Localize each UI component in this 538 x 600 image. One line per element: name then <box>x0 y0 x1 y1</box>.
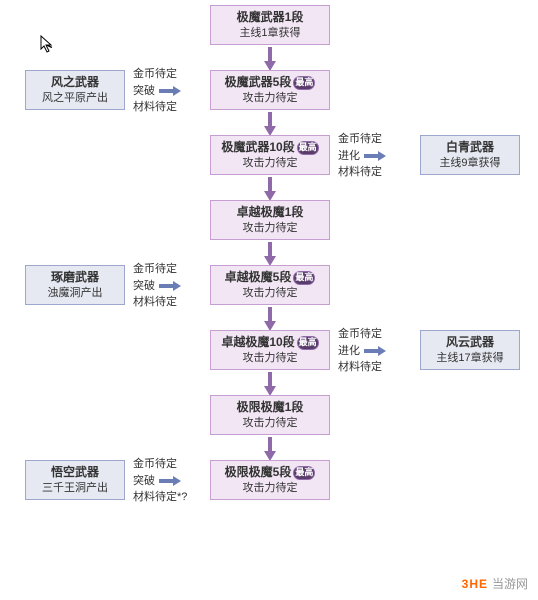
max-badge: 最高 <box>297 336 319 350</box>
cursor-icon <box>40 35 52 51</box>
node-title-text: 卓越极魔1段 <box>237 205 304 219</box>
label-line: 材料待定 <box>133 294 177 311</box>
label-mid-text: 突破 <box>133 278 155 295</box>
watermark-logo: 3HE <box>462 577 488 591</box>
label-mid: 进化 <box>338 148 382 165</box>
side-node: 风云武器主线17章获得 <box>420 330 520 370</box>
node-title-text: 极限极魔1段 <box>237 400 304 414</box>
side-title: 风云武器 <box>446 335 494 351</box>
side-title: 琢磨武器 <box>51 270 99 286</box>
node-sub: 攻击力待定 <box>243 481 298 495</box>
main-node: 极魔武器1段主线1章获得 <box>210 5 330 45</box>
node-title: 极限极魔1段 <box>237 400 304 416</box>
watermark: 3HE 当游网 <box>462 575 528 592</box>
main-node: 极魔武器5段最高攻击力待定 <box>210 70 330 110</box>
node-title: 极魔武器5段最高 <box>225 75 316 91</box>
arrow-head <box>173 281 181 291</box>
arrow-stem <box>268 177 272 191</box>
label-mid-text: 突破 <box>133 83 155 100</box>
max-badge: 最高 <box>293 76 315 90</box>
node-title: 卓越极魔1段 <box>237 205 304 221</box>
label-mid-text: 进化 <box>338 343 360 360</box>
label-mid: 突破 <box>133 278 177 295</box>
label-line: 金币待定 <box>133 66 177 83</box>
watermark-text: 当游网 <box>492 577 528 591</box>
side-sub: 主线17章获得 <box>436 351 503 365</box>
node-sub: 攻击力待定 <box>243 351 298 365</box>
max-badge: 最高 <box>293 466 315 480</box>
label-line: 金币待定 <box>338 131 382 148</box>
label-mid: 进化 <box>338 343 382 360</box>
label-line: 材料待定 <box>133 99 177 116</box>
node-sub: 攻击力待定 <box>243 286 298 300</box>
arrow-head <box>378 151 386 161</box>
node-sub: 主线1章获得 <box>239 26 300 40</box>
side-sub: 浊魔洞产出 <box>48 286 103 300</box>
node-title: 极魔武器10段最高 <box>221 140 318 156</box>
side-title: 悟空武器 <box>51 465 99 481</box>
node-title: 极魔武器1段 <box>237 10 304 26</box>
main-node: 卓越极魔10段最高攻击力待定 <box>210 330 330 370</box>
side-node: 琢磨武器浊魔洞产出 <box>25 265 125 305</box>
node-sub: 攻击力待定 <box>243 416 298 430</box>
node-title-text: 卓越极魔5段 <box>225 270 292 284</box>
label-line: 材料待定 <box>338 359 382 376</box>
arrow-stem <box>268 47 272 61</box>
node-sub: 攻击力待定 <box>243 156 298 170</box>
node-title-text: 极限极魔5段 <box>225 465 292 479</box>
arrow-right-icon <box>159 284 173 288</box>
label-mid-text: 进化 <box>338 148 360 165</box>
side-sub: 主线9章获得 <box>439 156 500 170</box>
side-node: 悟空武器三千王洞产出 <box>25 460 125 500</box>
main-node: 极限极魔5段最高攻击力待定 <box>210 460 330 500</box>
edge-label: 金币待定突破材料待定*? <box>133 456 187 506</box>
label-mid: 突破 <box>133 473 187 490</box>
side-node: 风之武器风之平原产出 <box>25 70 125 110</box>
node-title: 卓越极魔5段最高 <box>225 270 316 286</box>
side-title: 风之武器 <box>51 75 99 91</box>
edge-label: 金币待定突破材料待定 <box>133 261 177 311</box>
label-line: 金币待定 <box>133 456 187 473</box>
max-badge: 最高 <box>293 271 315 285</box>
side-node: 白青武器主线9章获得 <box>420 135 520 175</box>
max-badge: 最高 <box>297 141 319 155</box>
node-title-text: 极魔武器1段 <box>237 10 304 24</box>
label-line: 金币待定 <box>338 326 382 343</box>
node-title-text: 极魔武器10段 <box>221 140 294 154</box>
node-sub: 攻击力待定 <box>243 91 298 105</box>
arrow-head <box>173 476 181 486</box>
label-line: 材料待定*? <box>133 489 187 506</box>
edge-label: 金币待定突破材料待定 <box>133 66 177 116</box>
node-title: 卓越极魔10段最高 <box>221 335 318 351</box>
side-title: 白青武器 <box>446 140 494 156</box>
label-line: 材料待定 <box>338 164 382 181</box>
node-title: 极限极魔5段最高 <box>225 465 316 481</box>
side-sub: 三千王洞产出 <box>42 481 108 495</box>
node-title-text: 卓越极魔10段 <box>221 335 294 349</box>
main-node: 极魔武器10段最高攻击力待定 <box>210 135 330 175</box>
arrow-right-icon <box>159 89 173 93</box>
node-title-text: 极魔武器5段 <box>225 75 292 89</box>
main-node: 卓越极魔5段最高攻击力待定 <box>210 265 330 305</box>
arrow-right-icon <box>364 349 378 353</box>
main-node: 卓越极魔1段攻击力待定 <box>210 200 330 240</box>
label-line: 金币待定 <box>133 261 177 278</box>
edge-label: 金币待定进化材料待定 <box>338 326 382 376</box>
arrow-head <box>378 346 386 356</box>
label-mid: 突破 <box>133 83 177 100</box>
side-sub: 风之平原产出 <box>42 91 108 105</box>
main-node: 极限极魔1段攻击力待定 <box>210 395 330 435</box>
arrow-right-icon <box>159 479 173 483</box>
arrow-head <box>173 86 181 96</box>
arrow-stem <box>268 112 272 126</box>
label-mid-text: 突破 <box>133 473 155 490</box>
arrow-stem <box>268 372 272 386</box>
arrow-right-icon <box>364 154 378 158</box>
edge-label: 金币待定进化材料待定 <box>338 131 382 181</box>
node-sub: 攻击力待定 <box>243 221 298 235</box>
arrow-stem <box>268 242 272 256</box>
arrow-stem <box>268 437 272 451</box>
arrow-stem <box>268 307 272 321</box>
